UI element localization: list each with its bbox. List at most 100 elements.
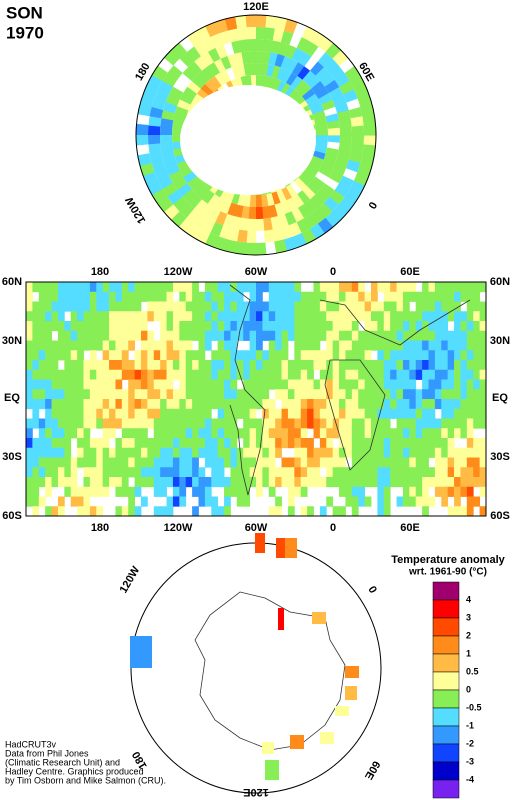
- grid-cell: [332, 311, 340, 322]
- grid-cell: [447, 399, 455, 410]
- grid-cell: [224, 457, 231, 468]
- grid-cell: [383, 301, 391, 312]
- grid-cell: [38, 369, 46, 380]
- grid-cell: [141, 360, 148, 371]
- grid-cell: [211, 311, 219, 322]
- grid-cell: [89, 379, 97, 390]
- grid-cell: [102, 321, 110, 332]
- grid-cell: [479, 389, 487, 400]
- grid-cell: [479, 477, 487, 488]
- grid-cell: [390, 408, 397, 419]
- grid-cell: [45, 340, 52, 351]
- grid-cell: [285, 538, 297, 558]
- grid-cell: [83, 282, 91, 293]
- grid-cell: [172, 447, 180, 458]
- grid-cell: [364, 350, 372, 361]
- grid-cell: [383, 389, 391, 400]
- grid-cell: [324, 79, 340, 94]
- grid-cell: [268, 379, 276, 390]
- grid-cell: [428, 360, 436, 371]
- grid-cell: [454, 379, 461, 390]
- grid-cell: [302, 185, 316, 200]
- grid-cell: [96, 467, 104, 478]
- x-label-top: 180: [91, 266, 109, 278]
- grid-cell: [339, 135, 353, 144]
- legend-label: 3: [466, 612, 471, 622]
- grid-cell: [89, 301, 97, 312]
- grid-cell: [166, 438, 174, 449]
- grid-cell: [217, 321, 225, 332]
- grid-cell: [268, 428, 276, 439]
- grid-cell: [243, 496, 251, 507]
- grid-cell: [230, 360, 238, 371]
- grid-cell: [243, 360, 251, 371]
- grid-cell: [121, 369, 129, 380]
- grid-cell: [473, 447, 481, 458]
- grid-cell: [383, 477, 391, 488]
- grid-cell: [217, 340, 225, 351]
- grid-cell: [300, 350, 308, 361]
- grid-cell: [198, 350, 206, 361]
- grid-cell: [318, 165, 333, 178]
- grid-cell: [177, 182, 192, 197]
- grid-cell: [83, 379, 91, 390]
- grid-cell: [276, 80, 287, 94]
- grid-cell: [364, 369, 372, 380]
- grid-cell: [32, 399, 40, 410]
- grid-cell: [402, 340, 410, 351]
- grid-cell: [339, 360, 346, 371]
- grid-cell: [121, 291, 129, 302]
- grid-cell: [38, 282, 46, 293]
- grid-cell: [230, 282, 238, 293]
- grid-cell: [96, 399, 104, 410]
- grid-cell: [358, 301, 366, 312]
- grid-cell: [428, 369, 436, 380]
- grid-cell: [192, 477, 199, 488]
- grid-cell: [447, 447, 455, 458]
- grid-cell: [272, 227, 284, 242]
- grid-cell: [473, 330, 481, 341]
- grid-cell: [313, 291, 321, 302]
- map-frame: [25, 281, 487, 517]
- grid-cell: [211, 399, 219, 410]
- grid-cell: [256, 301, 263, 312]
- grid-cell: [228, 28, 240, 43]
- grid-cell: [220, 200, 232, 214]
- grid-cell: [315, 122, 328, 131]
- grid-cell: [377, 311, 385, 322]
- grid-cell: [313, 457, 321, 468]
- grid-cell: [332, 408, 340, 419]
- grid-cell: [434, 477, 442, 488]
- grid-cell: [358, 399, 366, 410]
- grid-cell: [179, 389, 187, 400]
- grid-cell: [198, 321, 206, 332]
- grid-cell: [143, 171, 159, 186]
- grid-cell: [409, 438, 417, 449]
- grid-cell: [409, 291, 417, 302]
- grid-cell: [329, 65, 345, 81]
- grid-cell: [57, 408, 65, 419]
- grid-cell: [364, 379, 372, 390]
- grid-cell: [377, 496, 385, 507]
- grid-cell: [275, 379, 282, 390]
- grid-cell: [377, 399, 385, 410]
- grid-cell: [287, 418, 295, 429]
- grid-cell: [302, 88, 316, 101]
- grid-cell: [109, 418, 116, 429]
- grid-cell: [351, 379, 359, 390]
- grid-cell: [64, 340, 72, 351]
- grid-cell: [287, 389, 295, 400]
- grid-cell: [26, 389, 33, 400]
- grid-cell: [243, 389, 251, 400]
- grid-cell: [179, 496, 187, 507]
- grid-cell: [310, 155, 324, 166]
- grid-cell: [201, 189, 215, 204]
- grid-cell: [441, 330, 449, 341]
- grid-cell: [57, 496, 65, 507]
- grid-cell: [377, 408, 385, 419]
- grid-cell: [313, 389, 321, 400]
- grid-cell: [96, 477, 104, 488]
- grid-cell: [160, 311, 167, 322]
- grid-cell: [307, 438, 314, 449]
- grid-cell: [460, 330, 468, 341]
